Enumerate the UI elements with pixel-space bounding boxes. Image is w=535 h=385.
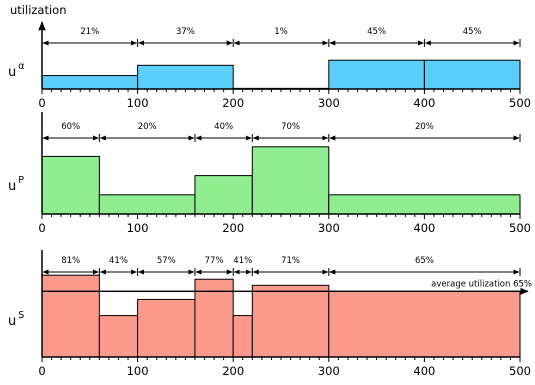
row-superscript-p: P bbox=[18, 175, 24, 186]
tick-label-p-200: 200 bbox=[222, 221, 244, 235]
tick-label-alpha-200: 200 bbox=[222, 96, 244, 110]
span-label: 20% bbox=[415, 122, 434, 132]
span-label: 21% bbox=[80, 27, 99, 37]
bar-p-4 bbox=[328, 194, 521, 215]
bar-s-5 bbox=[251, 284, 330, 358]
span-label: 45% bbox=[367, 27, 386, 37]
tick-label-s-0: 0 bbox=[38, 364, 45, 378]
bar-s-4 bbox=[232, 315, 253, 358]
tick-label-p-400: 400 bbox=[413, 221, 435, 235]
bar-p-2 bbox=[194, 175, 253, 215]
span-label: 45% bbox=[463, 27, 482, 37]
span-label: 41% bbox=[233, 256, 252, 266]
bar-s-6 bbox=[328, 290, 521, 358]
tick-label-p-0: 0 bbox=[38, 221, 45, 235]
tick-label-alpha-300: 300 bbox=[318, 96, 340, 110]
tick-label-s-400: 400 bbox=[413, 364, 435, 378]
tick-label-alpha-100: 100 bbox=[127, 96, 149, 110]
bar-s-0 bbox=[41, 274, 100, 358]
bar-alpha-3 bbox=[328, 59, 425, 90]
chart-alpha: 0 100 200 300 400 500 u α 21% 37% 1% 45% 45% bbox=[8, 21, 531, 110]
tick-label-alpha-500: 500 bbox=[509, 96, 531, 110]
bar-alpha-1 bbox=[137, 64, 234, 90]
tick-label-s-500: 500 bbox=[509, 364, 531, 378]
span-label: 71% bbox=[281, 256, 300, 266]
bar-alpha-4 bbox=[423, 59, 521, 90]
tick-label-p-100: 100 bbox=[127, 221, 149, 235]
span-label: 65% bbox=[415, 256, 434, 266]
bar-p-1 bbox=[98, 194, 196, 215]
average-label: average utilization 65% bbox=[431, 279, 532, 289]
chart-s: average utilization 65% 0 100 200 300 400 500 u… bbox=[8, 250, 532, 378]
tick-label-alpha-0: 0 bbox=[38, 96, 45, 110]
span-label: 20% bbox=[138, 122, 157, 132]
tick-label-s-200: 200 bbox=[222, 364, 244, 378]
span-label: 41% bbox=[109, 256, 128, 266]
span-label: 81% bbox=[61, 256, 80, 266]
span-label: 77% bbox=[205, 256, 224, 266]
chart-p: 0 100 200 300 400 500 u P 60% 20% 40% 70% 20% bbox=[8, 112, 531, 235]
tick-label-p-500: 500 bbox=[509, 221, 531, 235]
tick-label-s-100: 100 bbox=[127, 364, 149, 378]
span-label: 60% bbox=[61, 122, 80, 132]
tick-label-p-300: 300 bbox=[318, 221, 340, 235]
chart-rows: 0 100 200 300 400 500 u α 21% 37% 1% 45% 45% 0 100 200 3… bbox=[8, 21, 532, 378]
tick-label-s-300: 300 bbox=[318, 364, 340, 378]
y-axis-label: utilization bbox=[10, 3, 67, 17]
bar-s-1 bbox=[98, 315, 139, 358]
span-label: 1% bbox=[274, 27, 288, 37]
span-label: 57% bbox=[157, 256, 176, 266]
span-label: 37% bbox=[176, 27, 195, 37]
bar-s-2 bbox=[137, 298, 196, 358]
bar-p-0 bbox=[41, 155, 100, 215]
row-superscript-alpha: α bbox=[18, 61, 24, 72]
row-superscript-s: S bbox=[18, 310, 24, 321]
span-label: 70% bbox=[281, 122, 300, 132]
bar-alpha-0 bbox=[41, 75, 139, 90]
span-label: 40% bbox=[214, 122, 233, 132]
bar-p-3 bbox=[251, 146, 330, 215]
tick-label-alpha-400: 400 bbox=[413, 96, 435, 110]
